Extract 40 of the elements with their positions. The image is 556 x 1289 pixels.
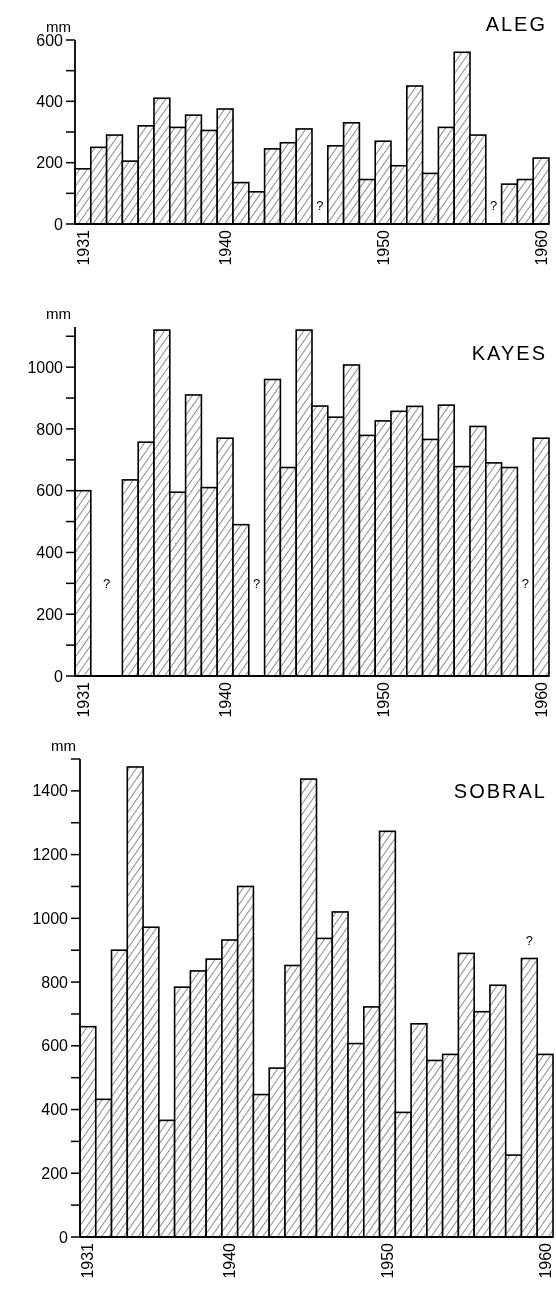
x-tick-label: 1960 [532, 229, 550, 266]
annotation: ? [525, 933, 533, 949]
y-tick-label: 0 [54, 667, 64, 685]
y-tick-label: 1000 [27, 358, 64, 376]
annotation: ? [490, 198, 498, 214]
x-tick-label: 1931 [79, 1242, 97, 1279]
x-tick-label: 1950 [374, 681, 392, 718]
y-tick-label: 1000 [32, 909, 69, 927]
x-tick-label: 1960 [536, 1242, 554, 1279]
y-tick-label: 800 [41, 973, 69, 991]
y-tick-label: 1400 [32, 782, 69, 800]
x-tick-label: 1960 [532, 681, 550, 718]
y-tick-label: 600 [41, 1037, 69, 1055]
y-tick-label: 400 [41, 1101, 69, 1119]
x-tick-label: 1931 [74, 681, 92, 718]
annotation: ? [316, 198, 324, 214]
x-tick-label: 1931 [74, 229, 92, 266]
text: SOBRAL [453, 780, 547, 802]
y-tick-label: 600 [36, 482, 64, 500]
y-axis-title: mm [51, 737, 76, 754]
y-tick-label: 200 [41, 1164, 69, 1182]
y-tick-label: 200 [36, 605, 64, 623]
text: KAYES [471, 342, 547, 364]
x-tick-label: 1950 [379, 1242, 397, 1279]
y-tick-label: 0 [54, 215, 64, 233]
x-tick-label: 1940 [216, 681, 234, 718]
y-tick-label: 200 [36, 154, 64, 172]
annotation: ? [521, 575, 529, 591]
x-tick-label: 1950 [374, 229, 392, 266]
y-tick-label: 1200 [32, 846, 69, 864]
y-tick-label: 400 [36, 544, 64, 562]
y-tick-label: 0 [59, 1228, 69, 1246]
chart-title: ALEG [485, 13, 547, 35]
y-axis-title: mm [46, 305, 71, 322]
x-tick-label: 1940 [216, 229, 234, 266]
y-tick-label: 400 [36, 92, 64, 110]
annotation: ? [102, 575, 111, 591]
y-tick-label: 800 [36, 420, 64, 438]
annotation: ? [253, 575, 261, 591]
x-tick-label: 1940 [221, 1242, 239, 1279]
